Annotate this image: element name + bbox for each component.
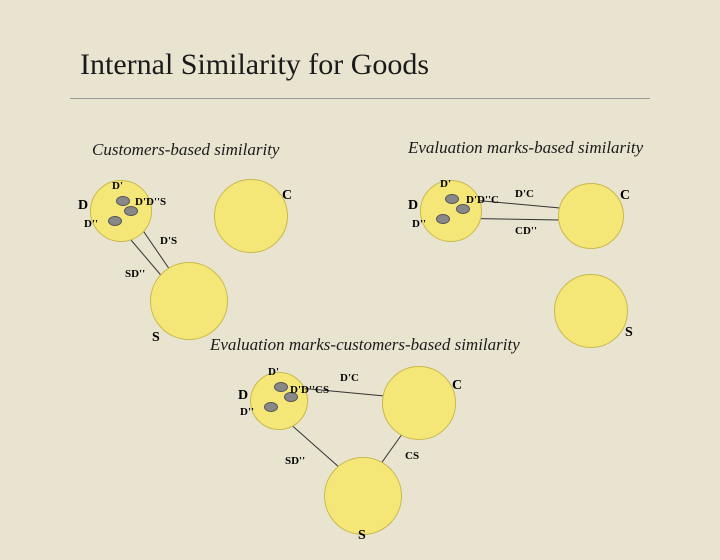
subtitle-left: Customers-based similarity	[92, 140, 279, 160]
dot-D'	[116, 196, 130, 206]
edge-label-1: SD''	[125, 268, 145, 280]
node-S	[150, 262, 228, 340]
node-C	[382, 366, 456, 440]
dot-label-D': D'	[440, 178, 451, 190]
node-label-D: D	[238, 388, 248, 404]
node-label-S: S	[625, 325, 633, 341]
dot-D''	[264, 402, 278, 412]
dot-label-D'D''C: D'D''C	[466, 194, 499, 206]
node-label-C: C	[452, 378, 462, 394]
subtitle-right: Evaluation marks-based similarity	[408, 138, 643, 158]
edge-label-1: CD''	[515, 225, 537, 237]
dot-label-D'': D''	[240, 406, 254, 418]
node-D	[250, 372, 308, 430]
node-C	[214, 179, 288, 253]
page-title: Internal Similarity for Goods	[80, 48, 429, 82]
dot-D''	[436, 214, 450, 224]
node-C	[558, 183, 624, 249]
node-label-D: D	[78, 198, 88, 214]
dot-D'	[445, 194, 459, 204]
dot-label-D': D'	[268, 366, 279, 378]
diagram-right: DCSD'D''D'D''CD'CCD''	[420, 170, 680, 370]
edge-label-1: CS	[405, 450, 419, 462]
node-S	[324, 457, 402, 535]
edge-label-0: D'C	[515, 188, 534, 200]
edge-label-2: SD''	[285, 455, 305, 467]
node-S	[554, 274, 628, 348]
node-label-S: S	[152, 330, 160, 346]
diagram-left: DCSD'D''D'D''SD'SSD''	[90, 170, 350, 370]
edge-label-0: D'C	[340, 372, 359, 384]
edge-label-0: D'S	[160, 235, 177, 247]
dot-label-D'': D''	[84, 218, 98, 230]
dot-label-D': D'	[112, 180, 123, 192]
node-label-D: D	[408, 198, 418, 214]
node-label-S: S	[358, 528, 366, 544]
dot-label-D'D''CS: D'D''CS	[290, 384, 329, 396]
node-label-C: C	[282, 188, 292, 204]
dot-D'	[274, 382, 288, 392]
dot-label-D'': D''	[412, 218, 426, 230]
title-divider	[70, 98, 650, 99]
dot-D''	[108, 216, 122, 226]
diagram-bottom: DCSD'D''D'D''CSD'CCSSD''	[250, 360, 510, 560]
node-label-C: C	[620, 188, 630, 204]
dot-label-D'D''S: D'D''S	[135, 196, 166, 208]
node-D	[420, 180, 482, 242]
